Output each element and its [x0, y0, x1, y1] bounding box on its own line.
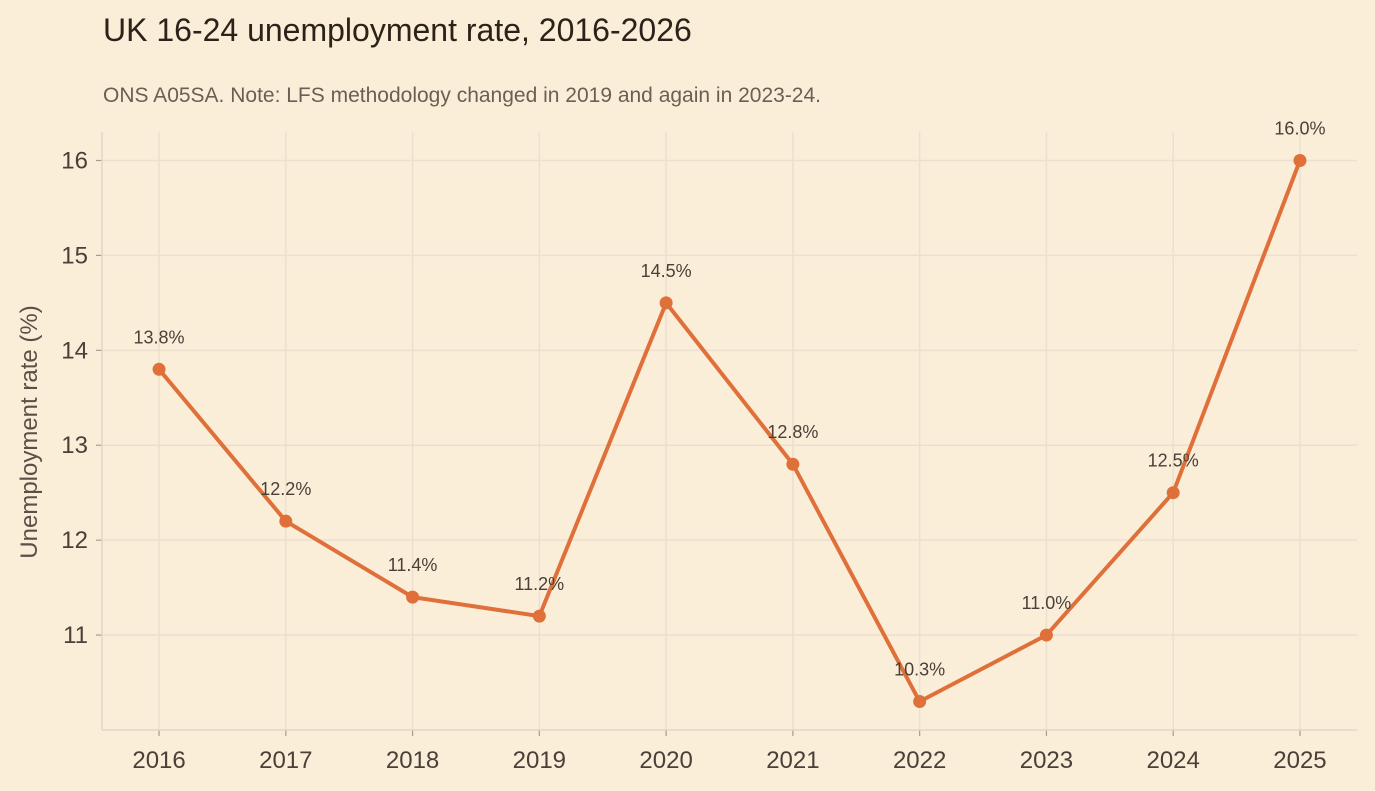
- y-tick-label: 14: [61, 337, 88, 364]
- y-tick-label: 12: [61, 527, 88, 554]
- data-point: [1039, 628, 1053, 642]
- data-label: 12.8%: [767, 422, 818, 442]
- data-point: [913, 695, 927, 709]
- data-point: [1166, 486, 1180, 500]
- x-tick-label: 2021: [766, 747, 819, 774]
- x-tick-label: 2017: [259, 747, 312, 774]
- data-label: 11.4%: [388, 555, 438, 575]
- grid-lines: [102, 132, 1357, 730]
- x-tick-label: 2023: [1020, 747, 1073, 774]
- y-tick-label: 15: [61, 242, 88, 269]
- data-labels: 13.8% 12.2% 11.4% 11.2% 14.5% 12.8% 10.3% 11.0%…: [134, 118, 1326, 679]
- x-tick-label: 2022: [893, 747, 946, 774]
- data-label: 11.2%: [514, 574, 564, 594]
- data-point: [532, 609, 546, 623]
- x-tick-label: 2016: [132, 747, 185, 774]
- data-label: 12.5%: [1148, 451, 1199, 471]
- data-point: [1293, 153, 1307, 167]
- data-point: [406, 590, 420, 604]
- data-point: [659, 296, 673, 310]
- x-tick-label: 2025: [1273, 747, 1326, 774]
- axes: 2016 2017 2018 2019 2020 2021 2022 2023 2024 2025…: [61, 132, 1357, 774]
- data-series: [152, 153, 1307, 709]
- data-label: 10.3%: [894, 660, 945, 680]
- x-tick-label: 2018: [386, 747, 439, 774]
- x-tick-label: 2019: [513, 747, 566, 774]
- y-tick-label: 13: [61, 432, 88, 459]
- data-label: 16.0%: [1274, 118, 1325, 138]
- x-tick-label: 2020: [639, 747, 692, 774]
- y-axis-title: Unemployment rate (%): [16, 305, 43, 558]
- data-point: [279, 514, 293, 528]
- x-tick-label: 2024: [1146, 747, 1199, 774]
- chart-title: UK 16-24 unemployment rate, 2016-2026: [103, 12, 692, 48]
- data-point: [786, 457, 800, 471]
- data-label: 12.2%: [260, 479, 311, 499]
- data-label: 14.5%: [641, 261, 692, 281]
- y-tick-label: 11: [63, 622, 88, 649]
- y-tick-label: 16: [61, 147, 88, 174]
- series-line: [157, 158, 1302, 704]
- chart-subtitle: ONS A05SA. Note: LFS methodology changed…: [103, 84, 821, 107]
- data-label: 11.0%: [1022, 593, 1072, 613]
- data-point: [152, 362, 166, 376]
- data-label: 13.8%: [134, 327, 185, 347]
